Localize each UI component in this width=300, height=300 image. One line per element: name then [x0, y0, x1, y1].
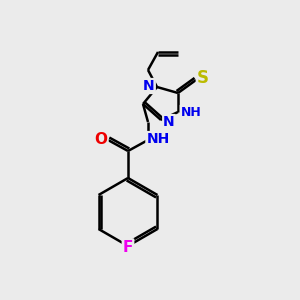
Text: O: O [94, 133, 107, 148]
Text: NH: NH [146, 132, 170, 146]
Text: N: N [143, 79, 155, 93]
Text: N: N [163, 115, 175, 129]
Text: F: F [123, 239, 133, 254]
Text: S: S [197, 69, 209, 87]
Text: NH: NH [181, 106, 201, 118]
